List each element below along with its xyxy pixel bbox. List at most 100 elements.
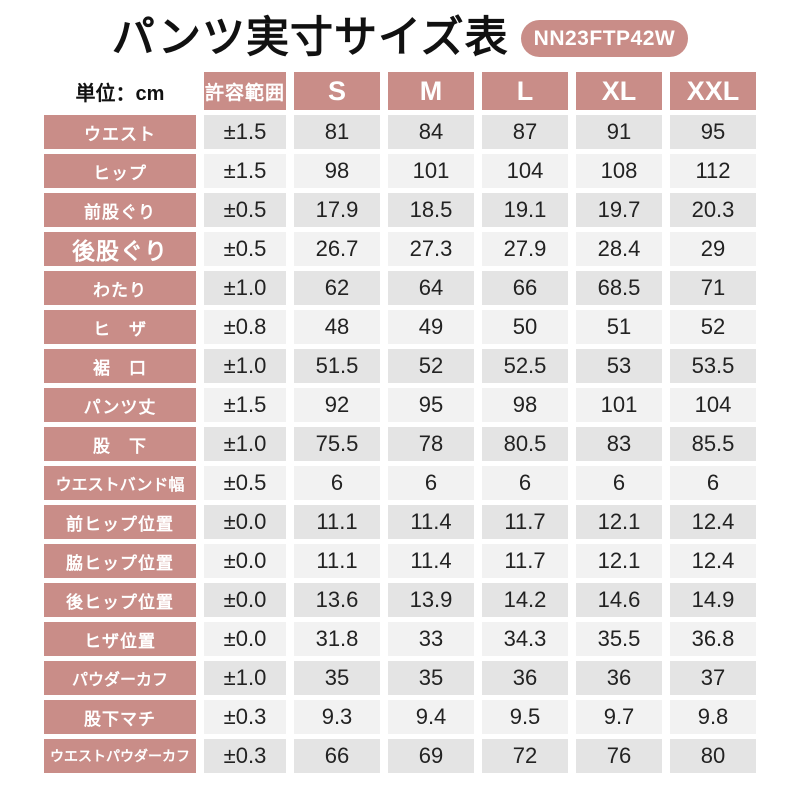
row-label: 前ヒップ位置	[44, 505, 196, 539]
value-l: 6	[482, 466, 568, 500]
value-l: 19.1	[482, 193, 568, 227]
tolerance-value: ±1.5	[204, 388, 286, 422]
tolerance-value: ±0.3	[204, 739, 286, 773]
tolerance-value: ±0.0	[204, 544, 286, 578]
value-xl: 101	[576, 388, 662, 422]
value-xxl: 36.8	[670, 622, 756, 656]
row-label: ヒ ザ	[44, 310, 196, 344]
value-xl: 108	[576, 154, 662, 188]
value-m: 78	[388, 427, 474, 461]
value-xl: 35.5	[576, 622, 662, 656]
value-m: 6	[388, 466, 474, 500]
value-xl: 12.1	[576, 544, 662, 578]
value-s: 11.1	[294, 544, 380, 578]
value-m: 18.5	[388, 193, 474, 227]
size-table: 単位：cm 許容範囲 S M L XL XXL ウエスト ±1.5 81 84 87 91…	[44, 72, 756, 773]
title-row: パンツ実寸サイズ表 NN23FTP42W	[0, 0, 800, 64]
value-l: 80.5	[482, 427, 568, 461]
value-s: 13.6	[294, 583, 380, 617]
value-xl: 12.1	[576, 505, 662, 539]
value-xl: 9.7	[576, 700, 662, 734]
value-xxl: 37	[670, 661, 756, 695]
value-xl: 6	[576, 466, 662, 500]
value-s: 48	[294, 310, 380, 344]
unit-label: 単位：cm	[75, 82, 165, 105]
row-label: パウダーカフ	[44, 661, 196, 695]
value-xxl: 6	[670, 466, 756, 500]
value-xxl: 12.4	[670, 505, 756, 539]
column-header-s: S	[294, 72, 380, 110]
value-xl: 51	[576, 310, 662, 344]
value-l: 98	[482, 388, 568, 422]
value-l: 9.5	[482, 700, 568, 734]
row-label: ヒップ	[44, 154, 196, 188]
tolerance-value: ±0.5	[204, 193, 286, 227]
value-m: 64	[388, 271, 474, 305]
value-s: 98	[294, 154, 380, 188]
column-header-m: M	[388, 72, 474, 110]
value-s: 62	[294, 271, 380, 305]
value-l: 34.3	[482, 622, 568, 656]
value-m: 49	[388, 310, 474, 344]
value-m: 11.4	[388, 544, 474, 578]
value-m: 52	[388, 349, 474, 383]
value-xxl: 95	[670, 115, 756, 149]
page-title: パンツ実寸サイズ表	[111, 13, 509, 62]
value-xl: 91	[576, 115, 662, 149]
value-s: 26.7	[294, 232, 380, 266]
row-label: わたり	[44, 271, 196, 305]
value-xxl: 9.8	[670, 700, 756, 734]
value-xxl: 85.5	[670, 427, 756, 461]
row-label: ヒザ位置	[44, 622, 196, 656]
value-xl: 83	[576, 427, 662, 461]
value-xl: 53	[576, 349, 662, 383]
value-xxl: 53.5	[670, 349, 756, 383]
value-l: 72	[482, 739, 568, 773]
value-m: 11.4	[388, 505, 474, 539]
tolerance-value: ±1.0	[204, 271, 286, 305]
tolerance-value: ±0.5	[204, 466, 286, 500]
row-label: ウエストバンド幅	[44, 466, 196, 500]
value-s: 6	[294, 466, 380, 500]
tolerance-value: ±0.5	[204, 232, 286, 266]
row-label: 裾 口	[44, 349, 196, 383]
value-m: 101	[388, 154, 474, 188]
value-m: 33	[388, 622, 474, 656]
column-header-tolerance: 許容範囲	[204, 72, 286, 110]
value-s: 66	[294, 739, 380, 773]
value-xxl: 112	[670, 154, 756, 188]
value-l: 36	[482, 661, 568, 695]
value-s: 81	[294, 115, 380, 149]
tolerance-value: ±0.0	[204, 622, 286, 656]
product-code-badge: NN23FTP42W	[520, 19, 689, 57]
row-label: 前股ぐり	[44, 193, 196, 227]
column-header-l: L	[482, 72, 568, 110]
column-header-xl: XL	[576, 72, 662, 110]
value-s: 9.3	[294, 700, 380, 734]
value-s: 75.5	[294, 427, 380, 461]
value-xxl: 104	[670, 388, 756, 422]
tolerance-value: ±1.5	[204, 115, 286, 149]
value-m: 69	[388, 739, 474, 773]
value-l: 11.7	[482, 505, 568, 539]
value-l: 87	[482, 115, 568, 149]
row-label: ウエストパウダーカフ	[44, 739, 196, 773]
value-m: 95	[388, 388, 474, 422]
value-l: 14.2	[482, 583, 568, 617]
tolerance-value: ±1.0	[204, 661, 286, 695]
value-s: 35	[294, 661, 380, 695]
value-s: 92	[294, 388, 380, 422]
tolerance-value: ±0.3	[204, 700, 286, 734]
tolerance-value: ±1.0	[204, 427, 286, 461]
value-m: 35	[388, 661, 474, 695]
tolerance-value: ±0.0	[204, 505, 286, 539]
value-xxl: 71	[670, 271, 756, 305]
value-m: 84	[388, 115, 474, 149]
value-xxl: 80	[670, 739, 756, 773]
value-xxl: 14.9	[670, 583, 756, 617]
tolerance-value: ±1.0	[204, 349, 286, 383]
value-l: 50	[482, 310, 568, 344]
column-header-xxl: XXL	[670, 72, 756, 110]
value-xl: 19.7	[576, 193, 662, 227]
value-m: 9.4	[388, 700, 474, 734]
